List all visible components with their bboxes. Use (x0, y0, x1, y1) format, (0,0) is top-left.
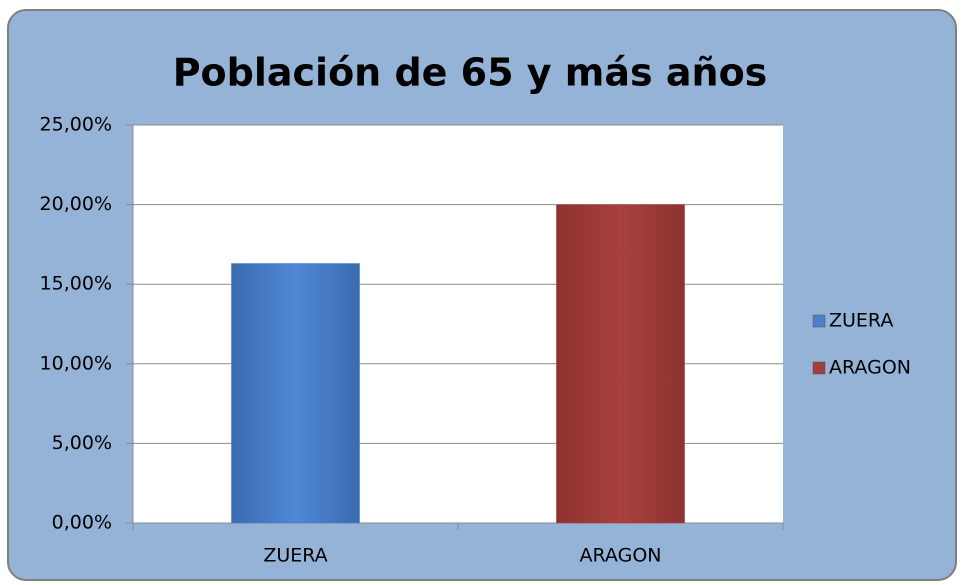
chart-title: Población de 65 y más años (173, 51, 768, 95)
y-tick-label: 5,00% (52, 432, 112, 454)
bar (231, 263, 360, 524)
x-tick-label: ARAGON (580, 545, 662, 567)
x-tick-label: ZUERA (263, 545, 327, 567)
y-tick-label: 0,00% (52, 512, 112, 534)
y-tick-label: 15,00% (40, 273, 112, 295)
legend-swatch (812, 314, 826, 328)
y-tick-label: 25,00% (40, 114, 112, 136)
legend-swatch (812, 361, 826, 375)
y-tick-label: 20,00% (40, 193, 112, 215)
y-tick-label: 10,00% (40, 352, 112, 374)
bar (556, 204, 685, 524)
plot-area (133, 125, 783, 523)
legend-label: ARAGON (829, 357, 911, 379)
legend-label: ZUERA (829, 310, 893, 332)
